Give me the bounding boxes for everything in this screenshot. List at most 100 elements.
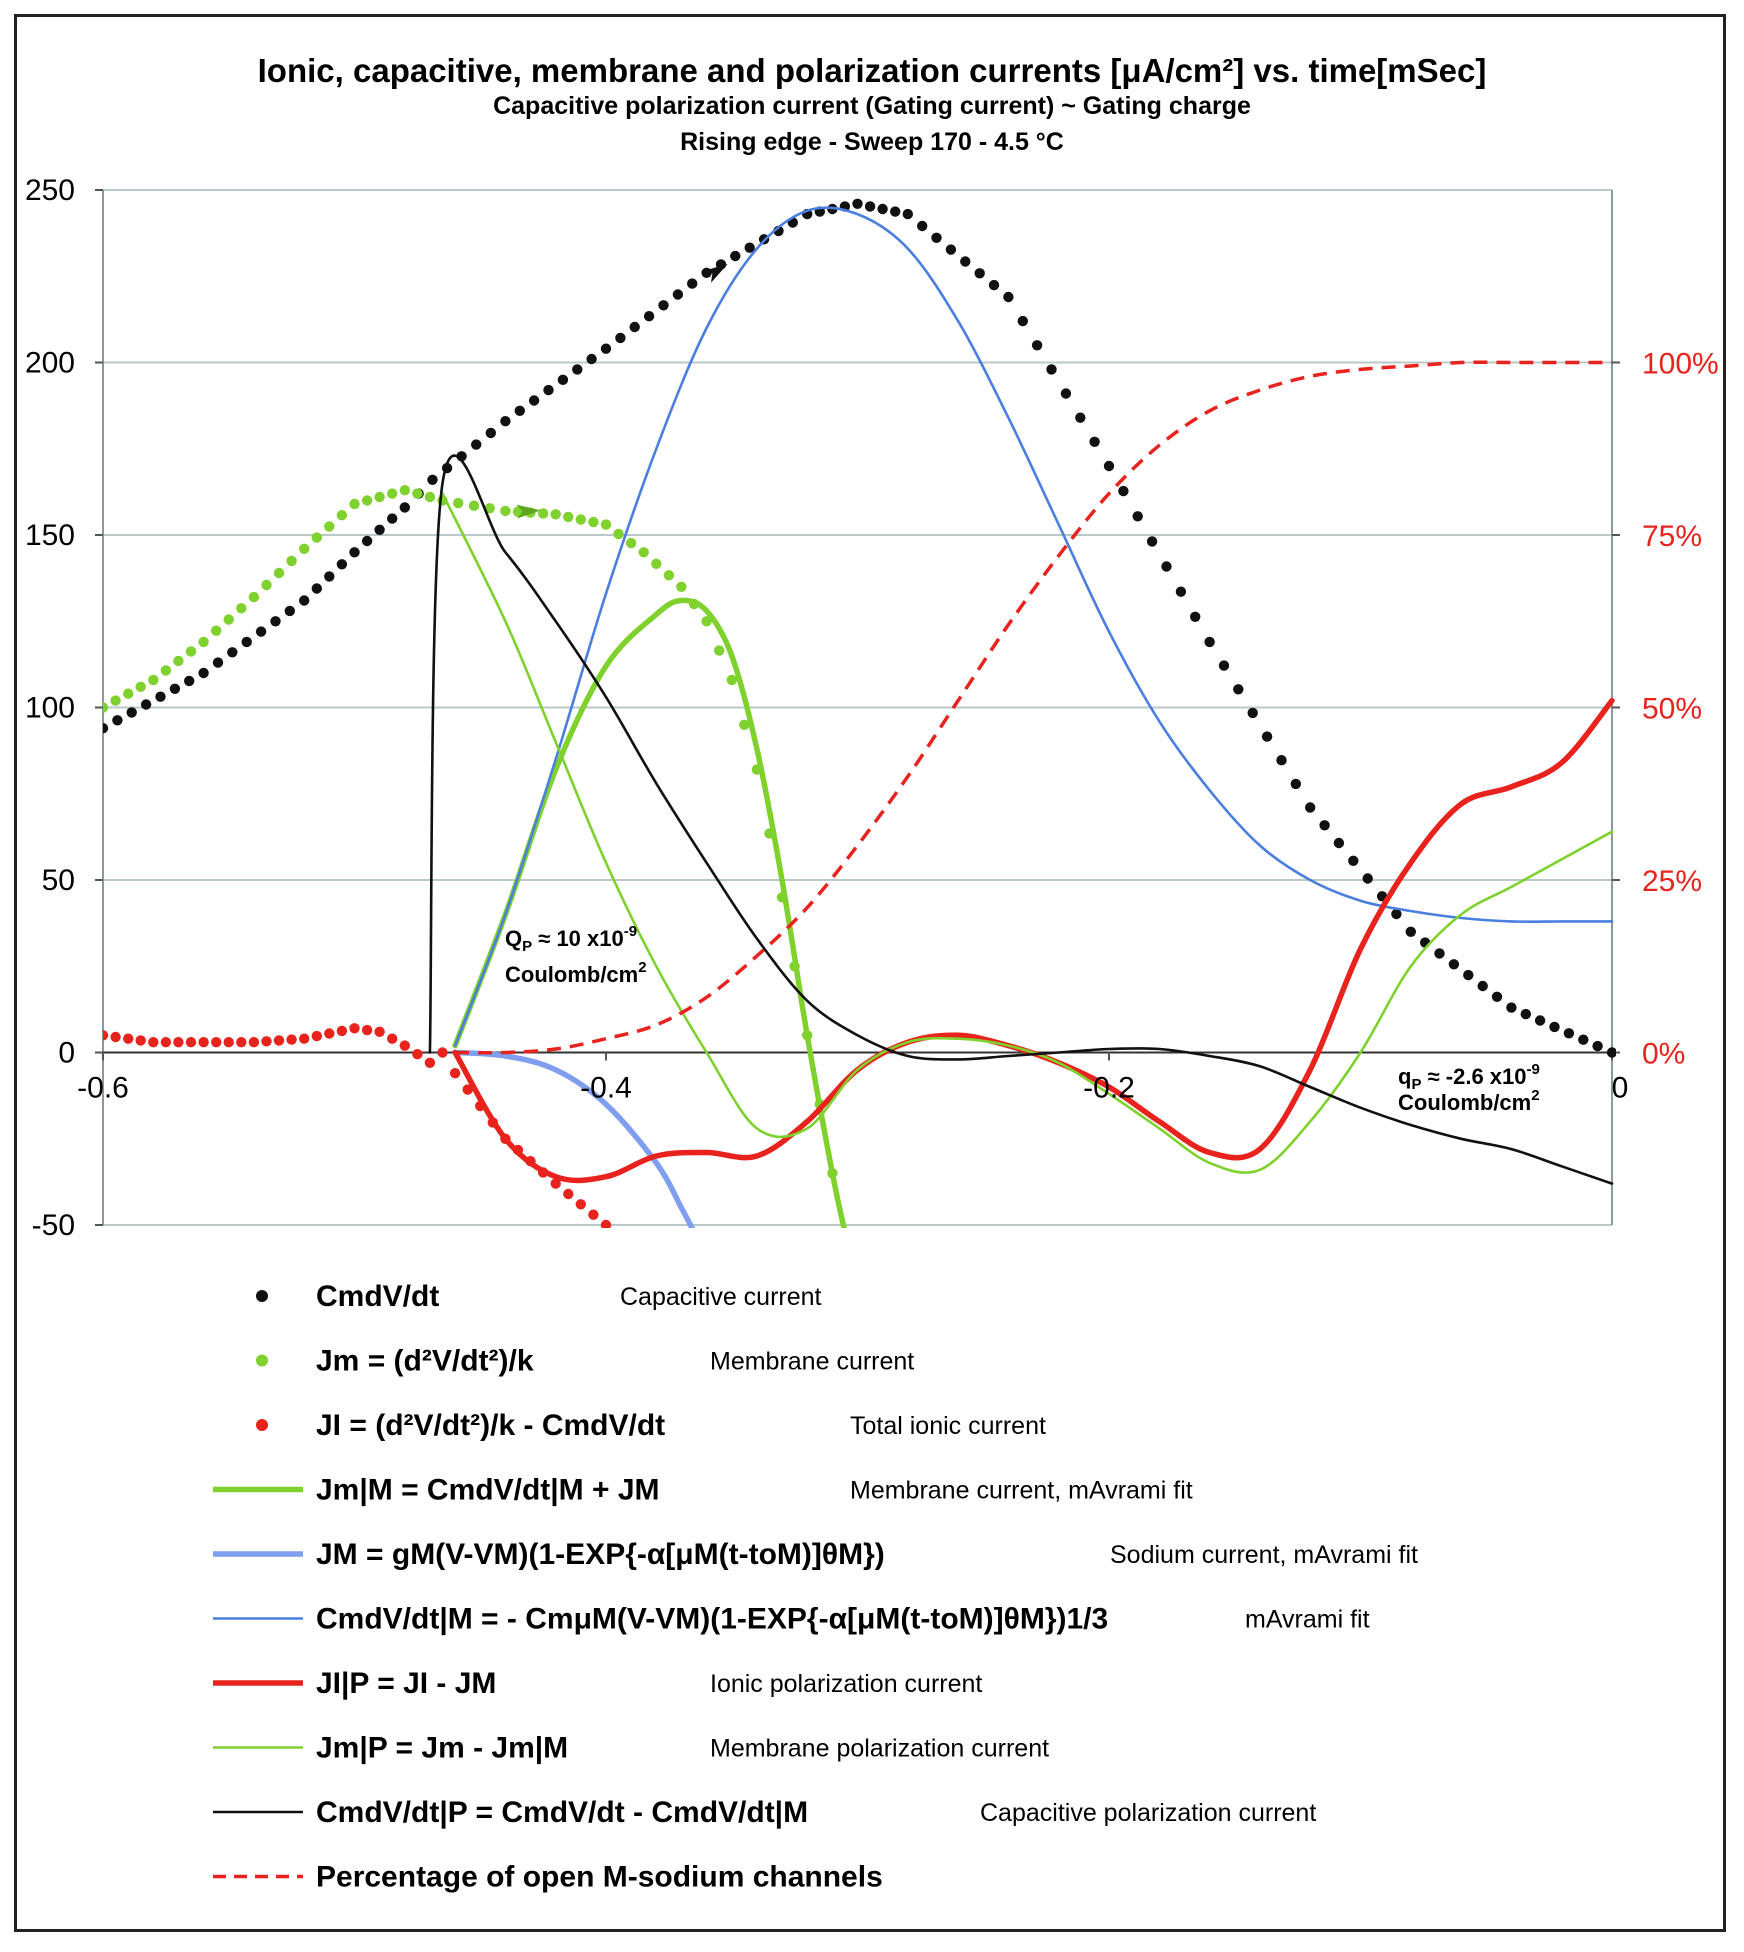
legend-item: JI|P = JI - JM Ionic polarization current: [213, 1667, 982, 1700]
data-point: [173, 655, 184, 667]
legend-description: Membrane polarization current: [710, 1735, 1049, 1763]
data-point: [572, 364, 583, 375]
data-point: [625, 537, 637, 549]
data-point: [169, 683, 181, 694]
data-point: [1463, 969, 1474, 981]
data-point: [211, 1037, 222, 1048]
data-point: [1348, 855, 1359, 866]
legend-description: Membrane current: [710, 1348, 914, 1376]
data-point: [299, 543, 310, 554]
capacitive-direction-arrow-head: [703, 264, 728, 283]
data-point: [1592, 1040, 1603, 1052]
series-line: [455, 360, 1612, 1055]
series-0: [103, 198, 1616, 1058]
data-point: [349, 1023, 360, 1034]
data-point: [286, 555, 297, 567]
data-point: [112, 715, 123, 726]
data-point: [148, 1037, 159, 1048]
data-point: [600, 343, 612, 354]
data-point: [286, 1034, 297, 1045]
legend-description: Capacitive polarization current: [980, 1799, 1316, 1827]
data-point: [1017, 315, 1028, 327]
data-point: [324, 1028, 335, 1039]
data-point: [412, 488, 423, 499]
data-point: [198, 1037, 209, 1048]
data-point: [261, 1036, 272, 1047]
legend-item: Jm = (d²V/dt²)/k Membrane current: [256, 1345, 914, 1378]
data-point: [528, 395, 540, 406]
data-point: [739, 719, 750, 730]
data-point: [1506, 1002, 1517, 1013]
data-point: [424, 1057, 436, 1069]
data-point: [663, 570, 675, 581]
data-point: [484, 503, 495, 514]
data-point: [563, 1188, 574, 1200]
data-point: [550, 1178, 561, 1189]
membrane-direction-arrow: [516, 504, 541, 519]
data-point: [198, 667, 209, 679]
data-point: [299, 595, 310, 606]
data-point: [1534, 1015, 1546, 1026]
data-point: [449, 1068, 461, 1079]
data-point: [1362, 873, 1373, 884]
data-point: [1003, 291, 1014, 303]
data-point: [399, 485, 410, 496]
data-point: [514, 405, 525, 416]
legend-equation: CmdV/dt|M = - CmμM(V-VM)(1-EXP{-α[μM(t-t…: [316, 1603, 1108, 1636]
data-point: [1161, 561, 1172, 572]
data-point: [1204, 636, 1215, 648]
y-tick-label: 0: [58, 1037, 75, 1070]
data-point: [1089, 436, 1100, 447]
series-line: [452, 1049, 696, 1228]
data-point: [643, 311, 655, 322]
data-point: [575, 514, 586, 525]
data-point: [500, 505, 511, 517]
data-point: [537, 508, 549, 519]
data-point: [160, 1037, 172, 1048]
data-point: [1333, 837, 1345, 849]
data-point: [917, 220, 928, 232]
data-point: [1146, 536, 1158, 547]
legend-equation: JM = gM(V-VM)(1-EXP{-α[μM(t-toM)]θM}): [316, 1538, 885, 1571]
data-point: [600, 1219, 612, 1228]
data-point: [1276, 755, 1287, 766]
data-point: [658, 300, 669, 311]
y-tick-label: 50: [42, 864, 75, 897]
data-point: [638, 547, 649, 558]
chart-subtitle-2: Rising edge - Sweep 170 - 4.5 °C: [680, 128, 1064, 156]
data-point: [714, 645, 725, 656]
data-point: [615, 332, 626, 344]
data-point: [103, 702, 109, 713]
y2-tick-label: 75%: [1642, 520, 1702, 553]
data-point: [198, 636, 209, 648]
data-point: [212, 657, 224, 668]
membrane-direction-arrow-head: [516, 504, 541, 519]
data-point: [236, 603, 247, 614]
data-point: [148, 674, 159, 686]
series-8: [428, 454, 1614, 1185]
data-point: [399, 502, 410, 513]
grid-lines: [103, 189, 1612, 1226]
legend-equation: Jm = (d²V/dt²)/k: [316, 1345, 534, 1378]
data-point: [1305, 802, 1316, 813]
data-point: [902, 208, 913, 220]
legend-marker-dot: [256, 1354, 268, 1367]
legend-description: Membrane current, mAvrami fit: [850, 1477, 1193, 1505]
legend-equation: Percentage of open M-sodium channels: [316, 1861, 883, 1894]
data-point: [1606, 1047, 1616, 1058]
legend-item: CmdV/dt Capacitive current: [256, 1280, 822, 1313]
series-line: [428, 454, 1614, 1185]
data-point: [103, 1030, 109, 1041]
data-point: [311, 1030, 322, 1042]
data-point: [374, 524, 385, 535]
data-point: [311, 532, 322, 543]
figure-frame: [14, 14, 1726, 1932]
data-point: [349, 498, 360, 510]
data-point: [1448, 959, 1460, 970]
data-point: [1549, 1021, 1560, 1033]
data-point: [349, 547, 360, 558]
data-point: [613, 528, 624, 540]
data-point: [1247, 707, 1258, 719]
data-point: [387, 513, 398, 524]
